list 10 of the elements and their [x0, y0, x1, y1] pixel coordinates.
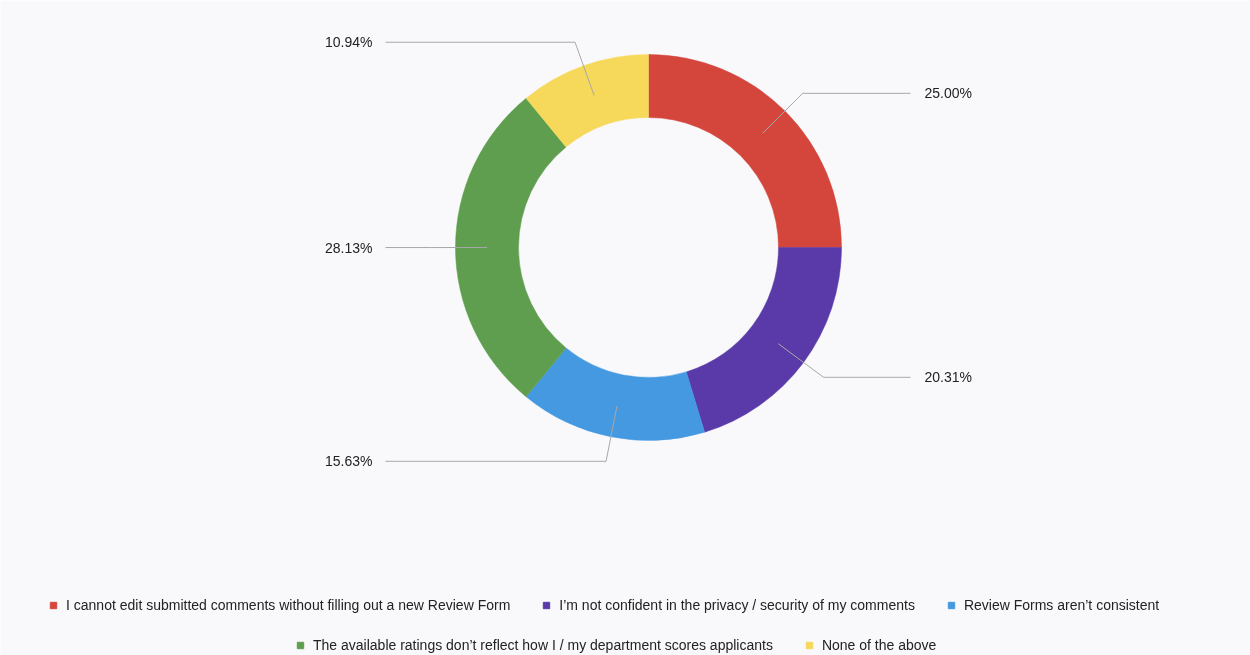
legend-label: The available ratings don’t reflect how I / my department scores applicants [313, 637, 773, 653]
legend-label: I’m not confident in the privacy / security of my comments [559, 597, 915, 613]
legend-label: I cannot edit submitted comments without filling out a new Review Form [66, 597, 511, 613]
data-label: 15.63% [325, 453, 373, 470]
data-label: 20.31% [924, 369, 972, 386]
legend-label: None of the above [821, 637, 937, 653]
data-label: 28.13% [325, 239, 373, 256]
legend-label: Review Forms aren’t consistent [963, 597, 1160, 613]
data-label: 10.94% [325, 34, 373, 51]
data-label: 25.00% [924, 85, 972, 102]
